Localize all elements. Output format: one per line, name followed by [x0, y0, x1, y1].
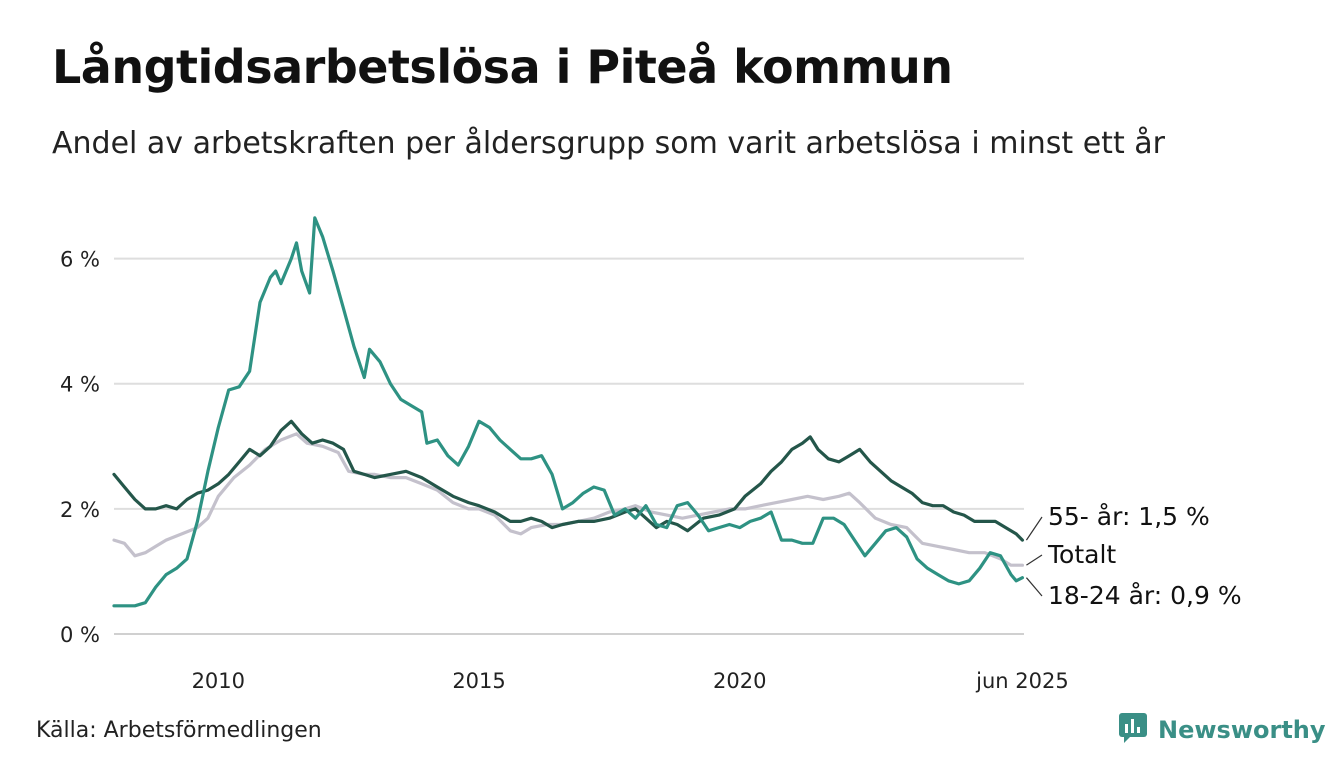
- series-line: [112, 432, 1024, 567]
- y-tick-label: 6 %: [60, 248, 100, 272]
- series-line: [112, 216, 1024, 608]
- source-note: Källa: Arbetsförmedlingen: [36, 718, 322, 743]
- y-tick-label: 4 %: [60, 373, 100, 397]
- chart-subtitle: Andel av arbetskraften per åldersgrupp s…: [52, 126, 1165, 161]
- leader-line: [1025, 577, 1043, 597]
- series-line: [112, 419, 1024, 542]
- series-end-label: Totalt: [1047, 540, 1116, 569]
- x-tick-label: 2015: [452, 669, 505, 693]
- brand-logo[interactable]: Newsworthy: [1118, 712, 1326, 748]
- series-end-label: 55- år: 1,5 %: [1048, 502, 1210, 531]
- brand-name: Newsworthy: [1158, 716, 1326, 744]
- chart-title: Långtidsarbetslösa i Piteå kommun: [52, 40, 953, 94]
- x-tick-label: 2010: [192, 669, 245, 693]
- y-tick-label: 2 %: [60, 498, 100, 522]
- x-tick-label: jun 2025: [975, 669, 1069, 693]
- y-tick-label: 0 %: [60, 623, 100, 647]
- x-tick-label: 2020: [713, 669, 766, 693]
- leader-line: [1025, 516, 1043, 541]
- bar-chart-icon: [1118, 712, 1148, 748]
- leader-line: [1026, 554, 1043, 566]
- series-end-label: 18-24 år: 0,9 %: [1048, 581, 1242, 610]
